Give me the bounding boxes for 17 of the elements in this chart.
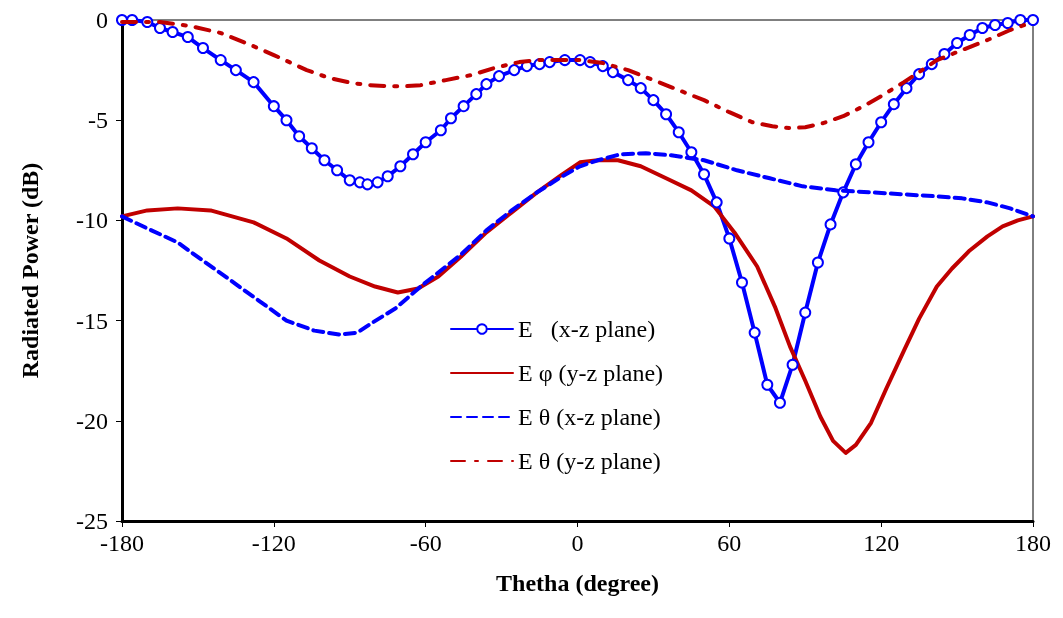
x-tick-label: -120 [251, 530, 296, 556]
y-tick-label: -5 [88, 107, 108, 134]
x-tick-label: 180 [1015, 530, 1051, 556]
y-tick-label: -15 [76, 307, 108, 334]
x-tick-label: 120 [863, 530, 900, 556]
legend-label: E θ (y-z plane) [518, 448, 661, 474]
y-tick-label: -10 [76, 207, 108, 234]
x-axis-title: Thetha (degree) [496, 570, 659, 596]
y-tick-label: 0 [96, 7, 108, 33]
y-tick-label: -20 [76, 407, 108, 434]
x-tick-label: 60 [717, 530, 742, 556]
legend-label: E θ (x-z plane) [518, 404, 661, 430]
y-axis-title: Radiated Power (dB) [17, 162, 43, 379]
legend-label: E φ (y-z plane) [518, 360, 664, 386]
x-tick-label: -60 [409, 530, 442, 556]
legend-label: E (x-z plane) [518, 316, 656, 342]
x-tick-label: 0 [571, 530, 584, 556]
